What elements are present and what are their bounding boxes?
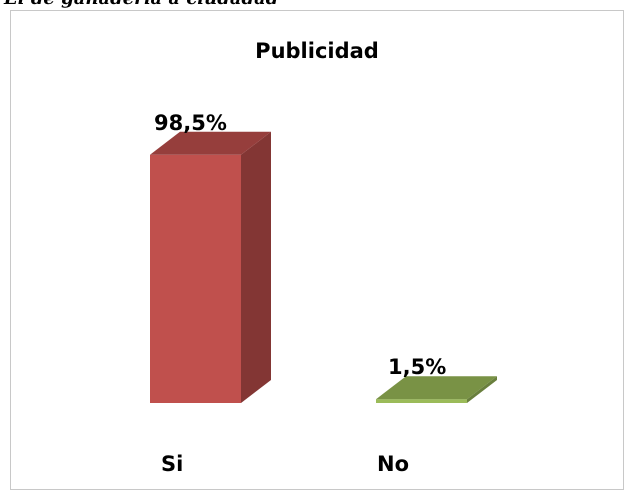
chart-title: Publicidad — [255, 39, 379, 63]
data-label-si: 98,5% — [154, 111, 227, 135]
data-label-no: 1,5% — [388, 355, 446, 379]
bar-chart: 98,5% Si 1,5% No — [150, 111, 497, 476]
bar-si-side — [241, 131, 271, 403]
category-label-no: No — [377, 452, 409, 476]
category-label-si: Si — [161, 452, 183, 476]
bar-no-top — [376, 376, 497, 400]
bar-si-top — [150, 131, 271, 155]
chart-frame: Publicidad 98,5% Si 1,5% No — [10, 10, 624, 490]
bar-si — [150, 154, 241, 403]
bar-no — [376, 399, 467, 403]
bar-no-side — [467, 376, 497, 403]
top-caption: El de ganadería a ciudadad — [4, 0, 278, 9]
